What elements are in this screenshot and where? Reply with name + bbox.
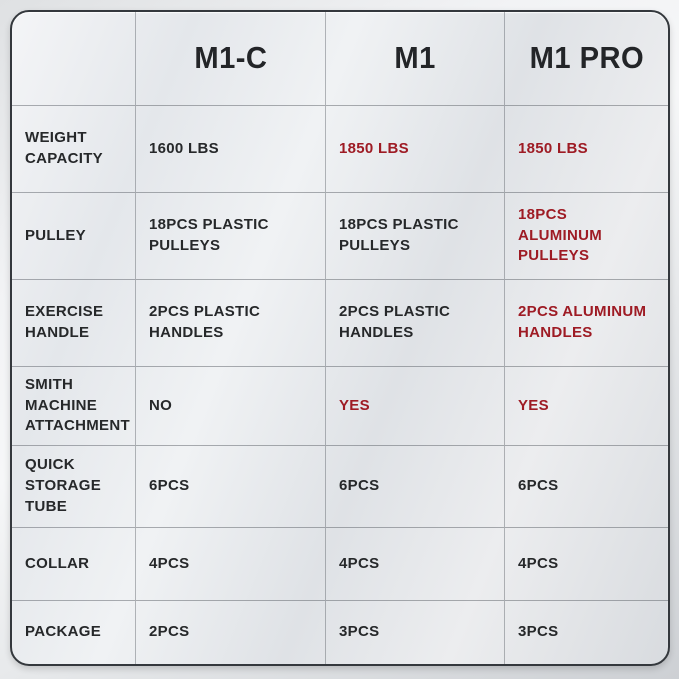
cell-quick-storage-tube-m1: 6PCS [325, 445, 504, 527]
comparison-table: M1-C M1 M1 PRO WEIGHT CAPACITY 1600 LBS … [10, 10, 670, 666]
column-header-label: M1 [394, 40, 436, 76]
cell-exercise-handle-m1-pro: 2PCS ALUMINUM HANDLES [504, 279, 668, 366]
column-header-m1: M1 [325, 12, 504, 105]
row-label-smith-machine-attachment: SMITH MACHINE ATTACHMENT [12, 366, 135, 445]
column-header-m1-c: M1-C [135, 12, 325, 105]
cell-exercise-handle-m1: 2PCS PLASTIC HANDLES [325, 279, 504, 366]
cell-exercise-handle-m1-c: 2PCS PLASTIC HANDLES [135, 279, 325, 366]
cell-weight-capacity-m1-pro: 1850 LBS [504, 105, 668, 192]
cell-package-m1-c: 2PCS [135, 600, 325, 664]
row-label-package: PACKAGE [12, 600, 135, 664]
cell-pulley-m1-c: 18PCS PLASTIC PULLEYS [135, 192, 325, 279]
column-header-m1-pro: M1 PRO [504, 12, 668, 105]
cell-package-m1: 3PCS [325, 600, 504, 664]
cell-package-m1-pro: 3PCS [504, 600, 668, 664]
corner-cell [12, 12, 135, 105]
row-label-weight-capacity: WEIGHT CAPACITY [12, 105, 135, 192]
cell-collar-m1: 4PCS [325, 527, 504, 600]
cell-quick-storage-tube-m1-c: 6PCS [135, 445, 325, 527]
cell-pulley-m1-pro: 18PCS ALUMINUM PULLEYS [504, 192, 668, 279]
cell-weight-capacity-m1-c: 1600 LBS [135, 105, 325, 192]
row-label-quick-storage-tube: QUICK STORAGE TUBE [12, 445, 135, 527]
cell-smith-machine-attachment-m1: YES [325, 366, 504, 445]
cell-quick-storage-tube-m1-pro: 6PCS [504, 445, 668, 527]
cell-weight-capacity-m1: 1850 LBS [325, 105, 504, 192]
cell-smith-machine-attachment-m1-c: NO [135, 366, 325, 445]
row-label-collar: COLLAR [12, 527, 135, 600]
cell-collar-m1-c: 4PCS [135, 527, 325, 600]
cell-collar-m1-pro: 4PCS [504, 527, 668, 600]
row-label-pulley: PULLEY [12, 192, 135, 279]
column-header-label: M1-C [193, 40, 268, 76]
cell-pulley-m1: 18PCS PLASTIC PULLEYS [325, 192, 504, 279]
cell-smith-machine-attachment-m1-pro: YES [504, 366, 668, 445]
row-label-exercise-handle: EXERCISE HANDLE [12, 279, 135, 366]
column-header-label: M1 PRO [529, 40, 644, 76]
